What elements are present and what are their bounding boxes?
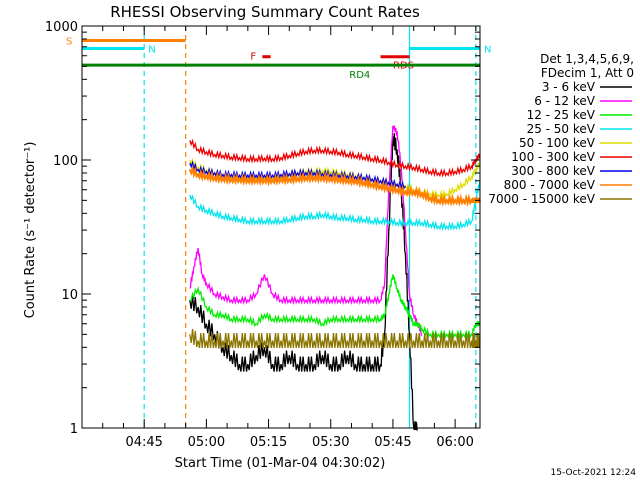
y-tick-label: 100 [53,154,78,169]
y-axis-label: Count Rate (s⁻¹ detector⁻¹) [23,142,38,319]
series-line [189,274,481,340]
x-tick-label: 06:00 [436,435,473,450]
y-tick-label: 10 [61,288,78,303]
x-tick-label: 04:45 [125,435,162,450]
legend-label: 800 - 7000 keV [504,178,596,192]
annotation-label: N [484,44,491,55]
series-layer [188,125,482,431]
series-line [189,328,481,349]
legend-label: 300 - 800 keV [511,164,595,178]
y-tick-label: 1 [70,422,78,437]
series-line [189,133,418,431]
legend-label: 6 - 12 keV [534,94,596,108]
annotation-label: S [66,36,72,47]
series-line [189,160,406,191]
y-tick-label: 1000 [45,20,78,35]
x-tick-label: 05:15 [250,435,287,450]
legend-label: 50 - 100 keV [519,136,596,150]
x-tick-label: 05:45 [374,435,411,450]
series-line [189,180,481,232]
x-tick-label: 05:30 [312,435,349,450]
plot-frame [81,25,481,429]
series-line [189,138,481,178]
legend-label: 3 - 6 keV [542,80,596,94]
legend-label: 12 - 25 keV [527,108,596,122]
legend-header-line-2: FDecim 1, Att 0 [541,66,634,80]
annotation-label: F [250,52,256,63]
timestamp: 15-Oct-2021 12:24 [551,468,637,478]
x-tick-label: 05:00 [188,435,225,450]
annotation-label: N [148,44,155,55]
legend-label: 7000 - 15000 keV [488,192,595,206]
series-line [188,164,482,208]
chart-title: RHESSI Observing Summary Count Rates [110,3,420,21]
annotation-layer: SNNFRDSRD4 [66,26,491,428]
series-line [189,125,423,337]
legend-header-line-1: Det 1,3,4,5,6,9, [540,52,634,66]
x-axis-label: Start Time (01-Mar-04 04:30:02) [175,456,386,471]
annotation-label: RD4 [349,70,370,81]
legend-label: 100 - 300 keV [511,150,595,164]
axes-layer: 1 10 100 1000 04:45 05:00 05:15 05:30 05:45 06:00 [45,20,480,450]
legend-label: 25 - 50 keV [527,122,596,136]
